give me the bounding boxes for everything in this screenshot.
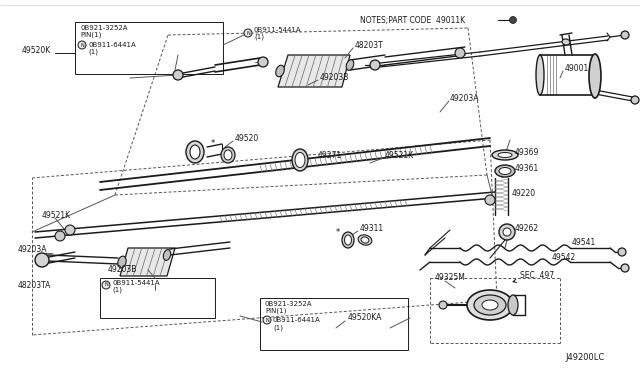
Text: 49271: 49271 — [318, 151, 342, 160]
Ellipse shape — [346, 60, 354, 70]
Ellipse shape — [186, 141, 204, 163]
Text: 49262: 49262 — [515, 224, 539, 232]
Text: 49311: 49311 — [360, 224, 384, 232]
Circle shape — [621, 31, 629, 39]
Text: 49203A: 49203A — [450, 93, 479, 103]
Circle shape — [509, 16, 516, 23]
Polygon shape — [120, 248, 175, 276]
Ellipse shape — [224, 150, 232, 160]
Text: N: N — [104, 282, 108, 288]
Ellipse shape — [589, 54, 601, 98]
Ellipse shape — [508, 295, 518, 315]
Text: 49520KA: 49520KA — [348, 314, 382, 323]
Ellipse shape — [342, 232, 354, 248]
Text: 48203T: 48203T — [355, 41, 384, 49]
Text: 0B911-6441A: 0B911-6441A — [88, 42, 136, 48]
Circle shape — [263, 316, 271, 324]
Bar — [260, 298, 408, 350]
Circle shape — [499, 224, 515, 240]
Text: (1): (1) — [112, 287, 122, 293]
Ellipse shape — [536, 55, 544, 95]
Text: SEC. 497: SEC. 497 — [513, 271, 554, 282]
Ellipse shape — [190, 145, 200, 159]
Circle shape — [631, 96, 639, 104]
Text: 49521K: 49521K — [42, 211, 71, 219]
Text: *: * — [336, 228, 340, 237]
Polygon shape — [278, 55, 350, 87]
Circle shape — [439, 301, 447, 309]
Ellipse shape — [499, 167, 511, 174]
Ellipse shape — [295, 153, 305, 167]
Text: NOTES;PART CODE  49011K: NOTES;PART CODE 49011K — [360, 16, 465, 25]
Text: (1): (1) — [273, 325, 283, 331]
Ellipse shape — [276, 65, 284, 77]
Circle shape — [35, 253, 49, 267]
Text: N: N — [265, 317, 269, 323]
Text: 49521K: 49521K — [385, 151, 414, 160]
Text: N: N — [246, 31, 250, 35]
Ellipse shape — [562, 39, 570, 45]
Bar — [100, 278, 215, 318]
Text: PIN(1): PIN(1) — [265, 308, 286, 314]
Text: 49203B: 49203B — [320, 73, 349, 81]
Text: 0B921-3252A: 0B921-3252A — [80, 25, 127, 31]
Ellipse shape — [482, 300, 498, 310]
Text: 49203A: 49203A — [18, 246, 47, 254]
Circle shape — [621, 264, 629, 272]
Circle shape — [173, 70, 183, 80]
Circle shape — [485, 195, 495, 205]
Text: 0B911-6441A: 0B911-6441A — [273, 317, 321, 323]
Ellipse shape — [495, 165, 515, 177]
Circle shape — [618, 248, 626, 256]
Circle shape — [258, 57, 268, 67]
Ellipse shape — [361, 237, 369, 243]
Circle shape — [503, 228, 511, 236]
Ellipse shape — [492, 150, 518, 160]
Circle shape — [455, 48, 465, 58]
Circle shape — [78, 41, 86, 49]
Text: (1): (1) — [88, 49, 98, 55]
Text: 0B911-5441A: 0B911-5441A — [112, 280, 159, 286]
Text: 49361: 49361 — [515, 164, 540, 173]
Ellipse shape — [292, 149, 308, 171]
Circle shape — [370, 60, 380, 70]
Ellipse shape — [467, 290, 513, 320]
Ellipse shape — [358, 235, 372, 245]
Circle shape — [244, 29, 252, 37]
Text: 49542: 49542 — [552, 253, 576, 262]
Circle shape — [55, 231, 65, 241]
Bar — [75, 22, 223, 74]
Text: 48203TA: 48203TA — [18, 280, 51, 289]
Text: 49220: 49220 — [512, 189, 536, 198]
Text: 49001: 49001 — [565, 64, 589, 73]
Text: J49200LC: J49200LC — [565, 353, 604, 362]
Text: 0B911-5441A: 0B911-5441A — [254, 27, 301, 33]
Text: 49520: 49520 — [235, 134, 259, 142]
Circle shape — [102, 281, 110, 289]
Text: 49203B: 49203B — [108, 266, 138, 275]
Ellipse shape — [474, 295, 506, 315]
Circle shape — [65, 225, 75, 235]
Text: 49520K: 49520K — [22, 45, 51, 55]
Text: *: * — [211, 138, 215, 148]
Text: 49541: 49541 — [572, 237, 596, 247]
Ellipse shape — [221, 147, 235, 163]
Text: (1): (1) — [254, 34, 264, 40]
Ellipse shape — [118, 256, 126, 268]
Text: N: N — [80, 42, 84, 48]
Text: 49325M: 49325M — [435, 273, 466, 282]
Text: 49369: 49369 — [515, 148, 540, 157]
Ellipse shape — [163, 250, 171, 260]
Ellipse shape — [344, 235, 351, 245]
Text: PIN(1): PIN(1) — [80, 32, 101, 38]
Ellipse shape — [498, 153, 512, 157]
Text: 0B921-3252A: 0B921-3252A — [265, 301, 312, 307]
